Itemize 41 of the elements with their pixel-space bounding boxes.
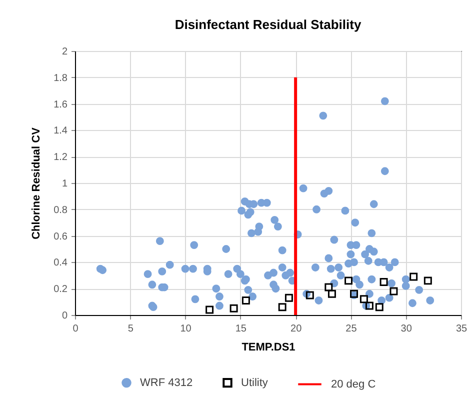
y-tick-label: 0.2 <box>54 284 68 296</box>
legend-label: Utility <box>241 376 268 389</box>
y-tick-label: 1 <box>62 178 68 190</box>
x-tick-label: 20 <box>290 324 302 334</box>
x-tick-label: 0 <box>72 324 79 334</box>
x-tick-label: 30 <box>400 324 412 334</box>
point <box>380 278 388 286</box>
x-axis-title: TEMP.DS1 <box>242 342 296 354</box>
point <box>284 294 293 302</box>
point <box>424 276 432 285</box>
point <box>230 304 238 312</box>
y-tick-label: 1.8 <box>54 72 68 84</box>
x-tick-label: 5 <box>128 324 134 334</box>
point <box>324 283 333 292</box>
y-tick-label: 0.8 <box>54 204 68 216</box>
point <box>306 291 314 300</box>
y-tick-label: 1.2 <box>54 152 68 164</box>
point <box>365 302 374 310</box>
x-tick-label: 15 <box>235 324 247 334</box>
point <box>344 276 352 285</box>
point <box>390 287 398 296</box>
y-tick-label: 1.6 <box>54 99 68 110</box>
y-tick-label: 1.4 <box>54 126 68 137</box>
point <box>410 272 418 281</box>
point <box>328 290 336 298</box>
x-tick-label: 10 <box>180 324 192 334</box>
chart-title: Disinfectant Residual Stability <box>174 17 362 32</box>
y-tick-label: 2 <box>62 46 68 58</box>
point <box>278 303 286 312</box>
y-tick-label: 0 <box>62 310 68 322</box>
y-tick-label: 0.4 <box>54 258 68 269</box>
legend-label: 20 deg C <box>331 378 376 390</box>
point <box>375 303 384 312</box>
legend-label: WRF 4312 <box>140 376 193 389</box>
x-tick-label: 25 <box>346 324 358 334</box>
y-axis-title: Chlorine Residual CV <box>30 126 43 240</box>
x-tick-label: 35 <box>456 324 468 334</box>
point <box>360 295 368 304</box>
point <box>242 296 250 304</box>
y-tick-label: 0.6 <box>54 231 68 242</box>
point <box>206 306 214 314</box>
